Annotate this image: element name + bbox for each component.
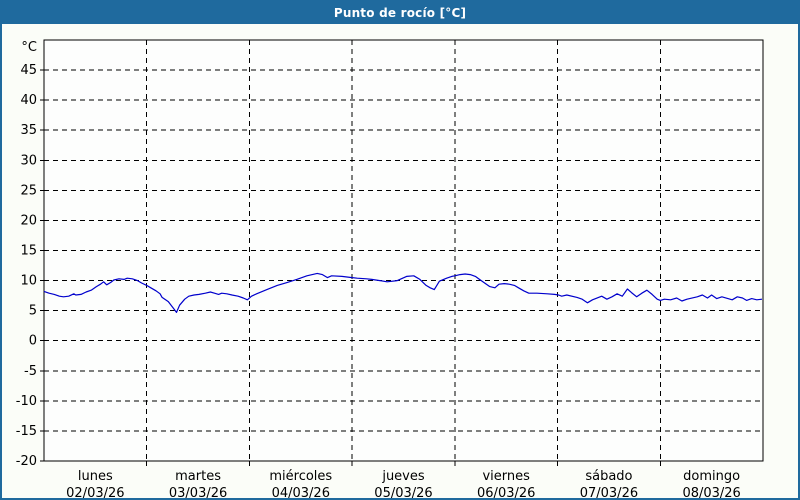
y-tick-label: 10 <box>20 274 37 289</box>
x-date-label: 04/03/26 <box>272 486 330 500</box>
x-day-label: domingo <box>683 469 740 484</box>
series-line <box>43 272 763 313</box>
y-tick-label: 45 <box>20 63 37 78</box>
x-date-label: 07/03/26 <box>580 486 638 500</box>
title-bar: Punto de rocío [°C] <box>2 2 798 24</box>
y-tick-label: 15 <box>20 244 37 259</box>
x-day-label: viernes <box>482 469 530 484</box>
x-day-label: sábado <box>585 469 632 484</box>
y-tick-label: -15 <box>16 424 37 439</box>
y-tick-label: 0 <box>29 334 37 349</box>
plot-border <box>43 39 764 462</box>
window-title: Punto de rocío [°C] <box>333 6 467 20</box>
y-tick-label: -20 <box>16 454 37 469</box>
y-tick-label: 5 <box>29 304 37 319</box>
y-tick-label: 40 <box>20 93 37 108</box>
y-tick-label: 30 <box>20 153 37 168</box>
x-day-label: martes <box>175 469 221 484</box>
x-day-label: miércoles <box>269 469 332 484</box>
x-date-label: 02/03/26 <box>66 486 124 500</box>
x-date-label: 05/03/26 <box>374 486 432 500</box>
y-tick-label: 25 <box>20 183 37 198</box>
y-tick-label: -5 <box>24 364 37 379</box>
y-tick-label: 35 <box>20 123 37 138</box>
y-tick-label: 20 <box>20 213 37 228</box>
y-tick-label: -10 <box>16 394 37 409</box>
x-date-label: 03/03/26 <box>169 486 227 500</box>
x-day-label: jueves <box>381 469 425 484</box>
y-axis-unit-label: °C <box>21 40 37 55</box>
x-date-label: 06/03/26 <box>477 486 535 500</box>
x-day-label: lunes <box>78 469 113 484</box>
x-date-label: 08/03/26 <box>682 486 740 500</box>
